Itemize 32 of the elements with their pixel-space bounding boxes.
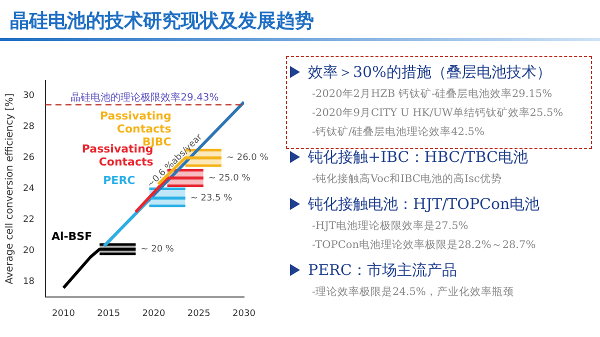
chart-title: 晶硅电池的技术研究现状及发展趋势 xyxy=(10,9,314,34)
x-tick-label: 2025 xyxy=(187,308,210,319)
text: -2020年9月CITY U HK/UW单结钙钛矿效率25.5% xyxy=(312,106,564,120)
y-tick-label: 22 xyxy=(23,215,34,226)
text: 效率＞30%的措施（叠层电池技术） xyxy=(308,62,552,82)
annotation: ~ 20 % xyxy=(140,244,174,255)
text: -钙钛矿/硅叠层电池理论效率42.5% xyxy=(312,124,484,138)
y-tick-label: 20 xyxy=(23,246,35,256)
text: 钝化接触+IBC：HBC/TBC电池 xyxy=(308,148,528,166)
y-tick-label: 26 xyxy=(23,153,35,164)
y-axis-title: Average cell conversion efficiency [%] xyxy=(4,93,16,284)
text: -TOPCon电池理论效率极限是28.2%～28.7% xyxy=(312,238,536,252)
series-label: PERC xyxy=(103,174,136,188)
text: -理论效率极限是24.5%，产业化效率瓶颈 xyxy=(312,284,514,298)
y-tick-label: 28 xyxy=(23,122,35,132)
y-tick-label: 18 xyxy=(23,277,35,288)
x-tick-label: 2030 xyxy=(232,308,256,319)
x-tick-label: 2020 xyxy=(142,308,166,319)
x-tick-label: 2015 xyxy=(97,308,120,319)
ref-line-label: 晶硅电池的理论极限效率29.43% xyxy=(70,91,219,104)
y-tick-label: 24 xyxy=(23,184,35,194)
text: -HJT电池理论极限效率是27.5% xyxy=(312,218,468,232)
annotation: ~ 26.0 % xyxy=(226,153,269,164)
text: PERC：市场主流产品 xyxy=(308,260,457,280)
series-label: Al-BSF xyxy=(51,230,92,243)
annotation: ~ 25.0 % xyxy=(208,173,251,184)
y-tick-label: 30 xyxy=(23,91,35,102)
x-tick-label: 2010 xyxy=(52,308,76,319)
text: 钝化接触电池：HJT/TOPCon电池 xyxy=(308,194,540,214)
text: -钝化接触高Voc和IBC电池的高Isc优势 xyxy=(312,172,502,186)
text: -2020年2月HZB 钙钛矿-硅叠层电池效率29.15% xyxy=(312,86,552,100)
annotation: ~ 23.5 % xyxy=(190,193,233,204)
